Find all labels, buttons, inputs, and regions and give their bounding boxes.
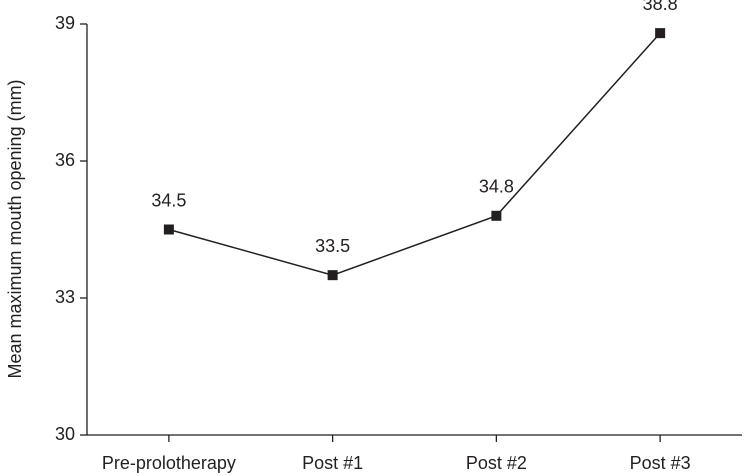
y-tick-label: 33 [55, 287, 75, 307]
data-label: 33.5 [315, 236, 350, 256]
data-label: 34.8 [479, 177, 514, 197]
marker [163, 224, 174, 235]
data-label: 38.8 [643, 0, 678, 14]
y-tick-label: 39 [55, 13, 75, 33]
marker [655, 28, 666, 39]
marker [491, 210, 502, 221]
line [168, 32, 661, 276]
y-tick-label: 30 [55, 424, 75, 444]
y-axis-label: Mean maximum mouth opening (mm) [5, 79, 25, 378]
y-tick-label: 36 [55, 150, 75, 170]
x-tick-label: Post #1 [302, 453, 363, 473]
x-tick-label: Pre-prolotherapy [102, 453, 236, 473]
x-tick-label: Post #2 [466, 453, 527, 473]
marker [327, 270, 338, 281]
x-tick-label: Post #3 [630, 453, 691, 473]
data-label: 34.5 [151, 190, 186, 210]
